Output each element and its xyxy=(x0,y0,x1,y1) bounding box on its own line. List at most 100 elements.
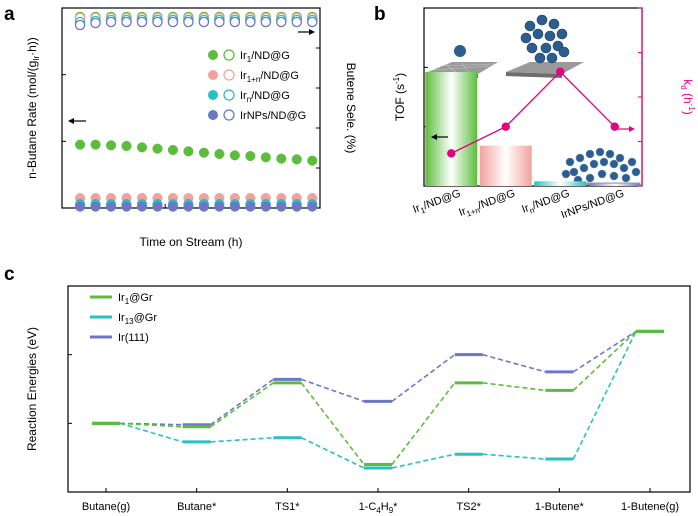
c-connector xyxy=(482,453,546,460)
a-rate-point xyxy=(183,201,194,212)
b-tof-bar xyxy=(479,145,532,186)
a-rate-point xyxy=(121,201,132,212)
a-legend-label-base: Ir xyxy=(240,50,247,62)
c-connector xyxy=(391,382,456,466)
c-category-label-base: TS1* xyxy=(275,501,300,513)
a-legend-label: Ir1/ND@G xyxy=(240,50,290,64)
b-category-label: Ir1+n/ND@G xyxy=(457,188,517,221)
panel-a-y-axis-title: n-Butane Rate (mol/(gIr·h)) xyxy=(25,37,41,179)
a-legend-label-base: IrNPs xyxy=(240,110,268,122)
a-rate-point xyxy=(167,201,178,212)
b-category-label-tail: /ND@G xyxy=(422,188,462,213)
a-selectivity-point xyxy=(167,16,179,28)
a-rate-point xyxy=(121,140,132,152)
c-connector xyxy=(572,330,637,460)
c-connector xyxy=(119,422,183,443)
b-category-label-base: Ir xyxy=(411,202,422,216)
a-rate-point xyxy=(245,201,256,212)
a-rate-point xyxy=(152,201,163,212)
a-rate-point xyxy=(152,143,163,154)
a-legend-filled-marker xyxy=(208,110,218,120)
b-category-label-sub: n xyxy=(528,205,535,215)
a-rate-point xyxy=(105,140,117,151)
a-selectivity-point xyxy=(307,16,318,28)
a-selectivity-point xyxy=(229,16,241,28)
c-category-label-base: 1-Butene* xyxy=(535,501,585,513)
c-connector xyxy=(482,382,546,392)
panel-a-y2-axis-title: Butene Sele. (%) xyxy=(344,63,358,154)
panel-b-kd-series xyxy=(447,67,619,158)
a-rate-point xyxy=(260,152,271,163)
a-legend-filled-marker xyxy=(208,50,218,60)
c-connector xyxy=(391,354,456,403)
c-category-label-sub2: 9 xyxy=(389,506,394,515)
a-rate-point xyxy=(214,148,225,160)
b-kd-point xyxy=(447,149,456,158)
panel-a-left-arrow-icon xyxy=(68,118,86,124)
c-category-label-base: Butane* xyxy=(177,501,217,513)
c-legend-label: Ir13@Gr xyxy=(118,312,157,326)
a-rate-point xyxy=(229,201,240,212)
a-selectivity-point xyxy=(214,16,225,28)
c-connector xyxy=(119,422,183,428)
c-connector xyxy=(572,330,637,373)
a-rate-point xyxy=(229,150,240,161)
c-category-label: 1-Butene* xyxy=(535,501,585,513)
c-legend-label: Ir1@Gr xyxy=(118,292,153,306)
panel-a-chart: n-Butane Rate (mol/(gIr·h)) Butene Sele.… xyxy=(25,7,358,249)
panel-c-y-ticks xyxy=(68,285,651,493)
c-legend-label: Ir(111) xyxy=(118,332,149,344)
panel-c-chart: Butane(g) Butane* TS1* 1-C4H9* TS2* 1-Butene*… xyxy=(25,285,691,515)
c-connector xyxy=(210,382,274,428)
c-category-label: Butane(g) xyxy=(82,501,130,513)
a-selectivity-point xyxy=(152,16,163,28)
c-category-label-mid: H xyxy=(381,501,389,513)
c-connector xyxy=(210,378,274,426)
a-rate-point xyxy=(291,201,302,212)
c-legend-label-sub: 1 xyxy=(125,297,130,306)
a-selectivity-point xyxy=(245,16,256,28)
a-rate-point xyxy=(90,139,101,150)
b-kd-point xyxy=(610,122,619,131)
b-kd-point xyxy=(501,122,510,131)
a-rate-point xyxy=(167,144,178,156)
a-legend-label-tail: /ND@G xyxy=(268,110,307,122)
c-category-label: TS2* xyxy=(456,501,481,513)
a-legend-label-base: Ir xyxy=(240,90,247,102)
panel-b-left-arrow-icon xyxy=(431,134,448,140)
panel-b-letter: b xyxy=(374,4,386,25)
a-rate-point xyxy=(136,201,148,212)
c-connector xyxy=(301,378,365,403)
a-selectivity-point xyxy=(183,16,194,28)
b-category-label-base: IrNPs xyxy=(559,201,589,222)
a-legend-filled-marker xyxy=(208,70,218,80)
c-connector xyxy=(482,353,546,373)
panel-a-data-points xyxy=(74,11,318,212)
c-category-label: Butane* xyxy=(177,501,217,513)
a-rate-point xyxy=(276,153,287,164)
b-category-label-base: Ir xyxy=(520,202,531,216)
b-tof-bar xyxy=(588,183,641,186)
b-category-label-base: Ir xyxy=(457,205,468,219)
c-connector xyxy=(391,453,455,469)
b-tof-bar xyxy=(534,181,587,186)
a-legend-label-base: Ir xyxy=(240,70,247,82)
a-rate-point xyxy=(198,201,209,212)
a-selectivity-point xyxy=(74,19,86,31)
c-category-label-base: TS2* xyxy=(456,501,481,513)
a-selectivity-point xyxy=(198,16,210,28)
c-category-label-base: 1-Butene(g) xyxy=(621,501,679,513)
a-legend-label-tail: /ND@G xyxy=(260,70,299,82)
c-connector xyxy=(210,436,274,443)
b-category-label: IrNPs/ND@G xyxy=(559,188,625,222)
panel-c-category-labels: Butane(g) Butane* TS1* 1-C4H9* TS2* 1-Butene*… xyxy=(82,501,679,515)
a-legend-label-sub: 1 xyxy=(247,55,252,64)
a-legend-label: Irn/ND@G xyxy=(240,90,290,104)
a-rate-point xyxy=(260,201,271,212)
a-selectivity-point xyxy=(136,16,148,28)
panel-c-y-axis-title: Reaction Energies (eV) xyxy=(25,327,39,451)
b-category-label: Ir1/ND@G xyxy=(411,188,463,218)
panel-a-right-arrow-icon xyxy=(298,29,315,35)
